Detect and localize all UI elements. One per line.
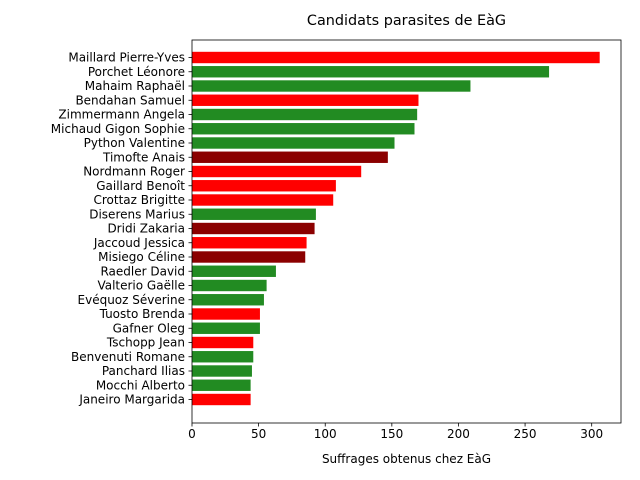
bar [192,351,254,363]
bar [192,94,419,106]
bar [192,108,418,121]
y-tick-label: Crottaz Brigitte [93,193,185,207]
bar [192,251,306,263]
y-tick-label: Tschopp Jean [106,336,185,350]
y-tick-label: Misiego Céline [98,250,185,264]
bars-group [192,51,600,406]
bar [192,66,550,78]
bar [192,379,251,391]
x-tick-label: 150 [380,427,403,441]
x-tick-label: 300 [580,427,603,441]
bar [192,265,276,277]
bar [192,208,316,220]
y-tick-label: Gafner Oleg [113,321,185,335]
x-tick-label: 0 [188,427,196,441]
x-axis-ticks: 0 50 100 150 200 250 300 [188,423,603,441]
bar [192,294,264,306]
y-tick-label: Dridi Zakaria [107,222,185,236]
y-tick-label: Bendahan Samuel [75,93,185,107]
bar [192,336,254,349]
bar [192,222,315,235]
y-tick-label: Python Valentine [84,136,185,150]
bar [192,393,251,406]
y-tick-label: Raedler David [100,264,185,278]
y-tick-label: Mocchi Alberto [96,378,185,392]
bar [192,279,267,292]
bar [192,51,600,64]
y-tick-label: Michaud Gigon Sophie [51,122,185,136]
y-tick-label: Diserens Marius [89,207,185,221]
bar [192,165,362,178]
x-tick-label: 200 [447,427,470,441]
x-tick-label: 50 [251,427,266,441]
bar [192,365,252,377]
bar [192,80,471,92]
y-tick-label: Gaillard Benoît [96,179,185,193]
y-tick-label: Evéquoz Séverine [78,293,185,307]
y-tick-label: Benvenuti Romane [71,350,185,364]
y-tick-label: Tuosto Brenda [99,307,185,321]
chart-title: Candidats parasites de EàG [307,13,506,29]
y-tick-label: Porchet Léonore [88,65,185,79]
y-tick-label: Jaccoud Jessica [93,236,185,250]
x-axis-label: Suffrages obtenus chez EàG [322,452,491,466]
bar [192,308,260,320]
y-tick-label: Mahaim Raphaël [85,79,185,93]
plot-frame [191,39,622,424]
y-tick-label: Nordmann Roger [83,165,185,179]
y-tick-label: Maillard Pierre-Yves [68,51,185,65]
x-tick-label: 100 [314,427,337,441]
bar [192,123,415,135]
y-tick-label: Janeiro Margarida [78,393,185,407]
bar [192,180,336,192]
bar [192,194,334,206]
y-tick-label: Zimmermann Angela [58,108,185,122]
bar [192,137,395,149]
x-tick-label: 250 [514,427,537,441]
y-tick-label: Valterio Gaëlle [97,279,185,293]
bar [192,322,260,334]
bar [192,237,307,249]
y-tick-label: Timofte Anais [102,150,185,164]
y-tick-label: Panchard Ilias [102,364,185,378]
bar [192,151,388,163]
